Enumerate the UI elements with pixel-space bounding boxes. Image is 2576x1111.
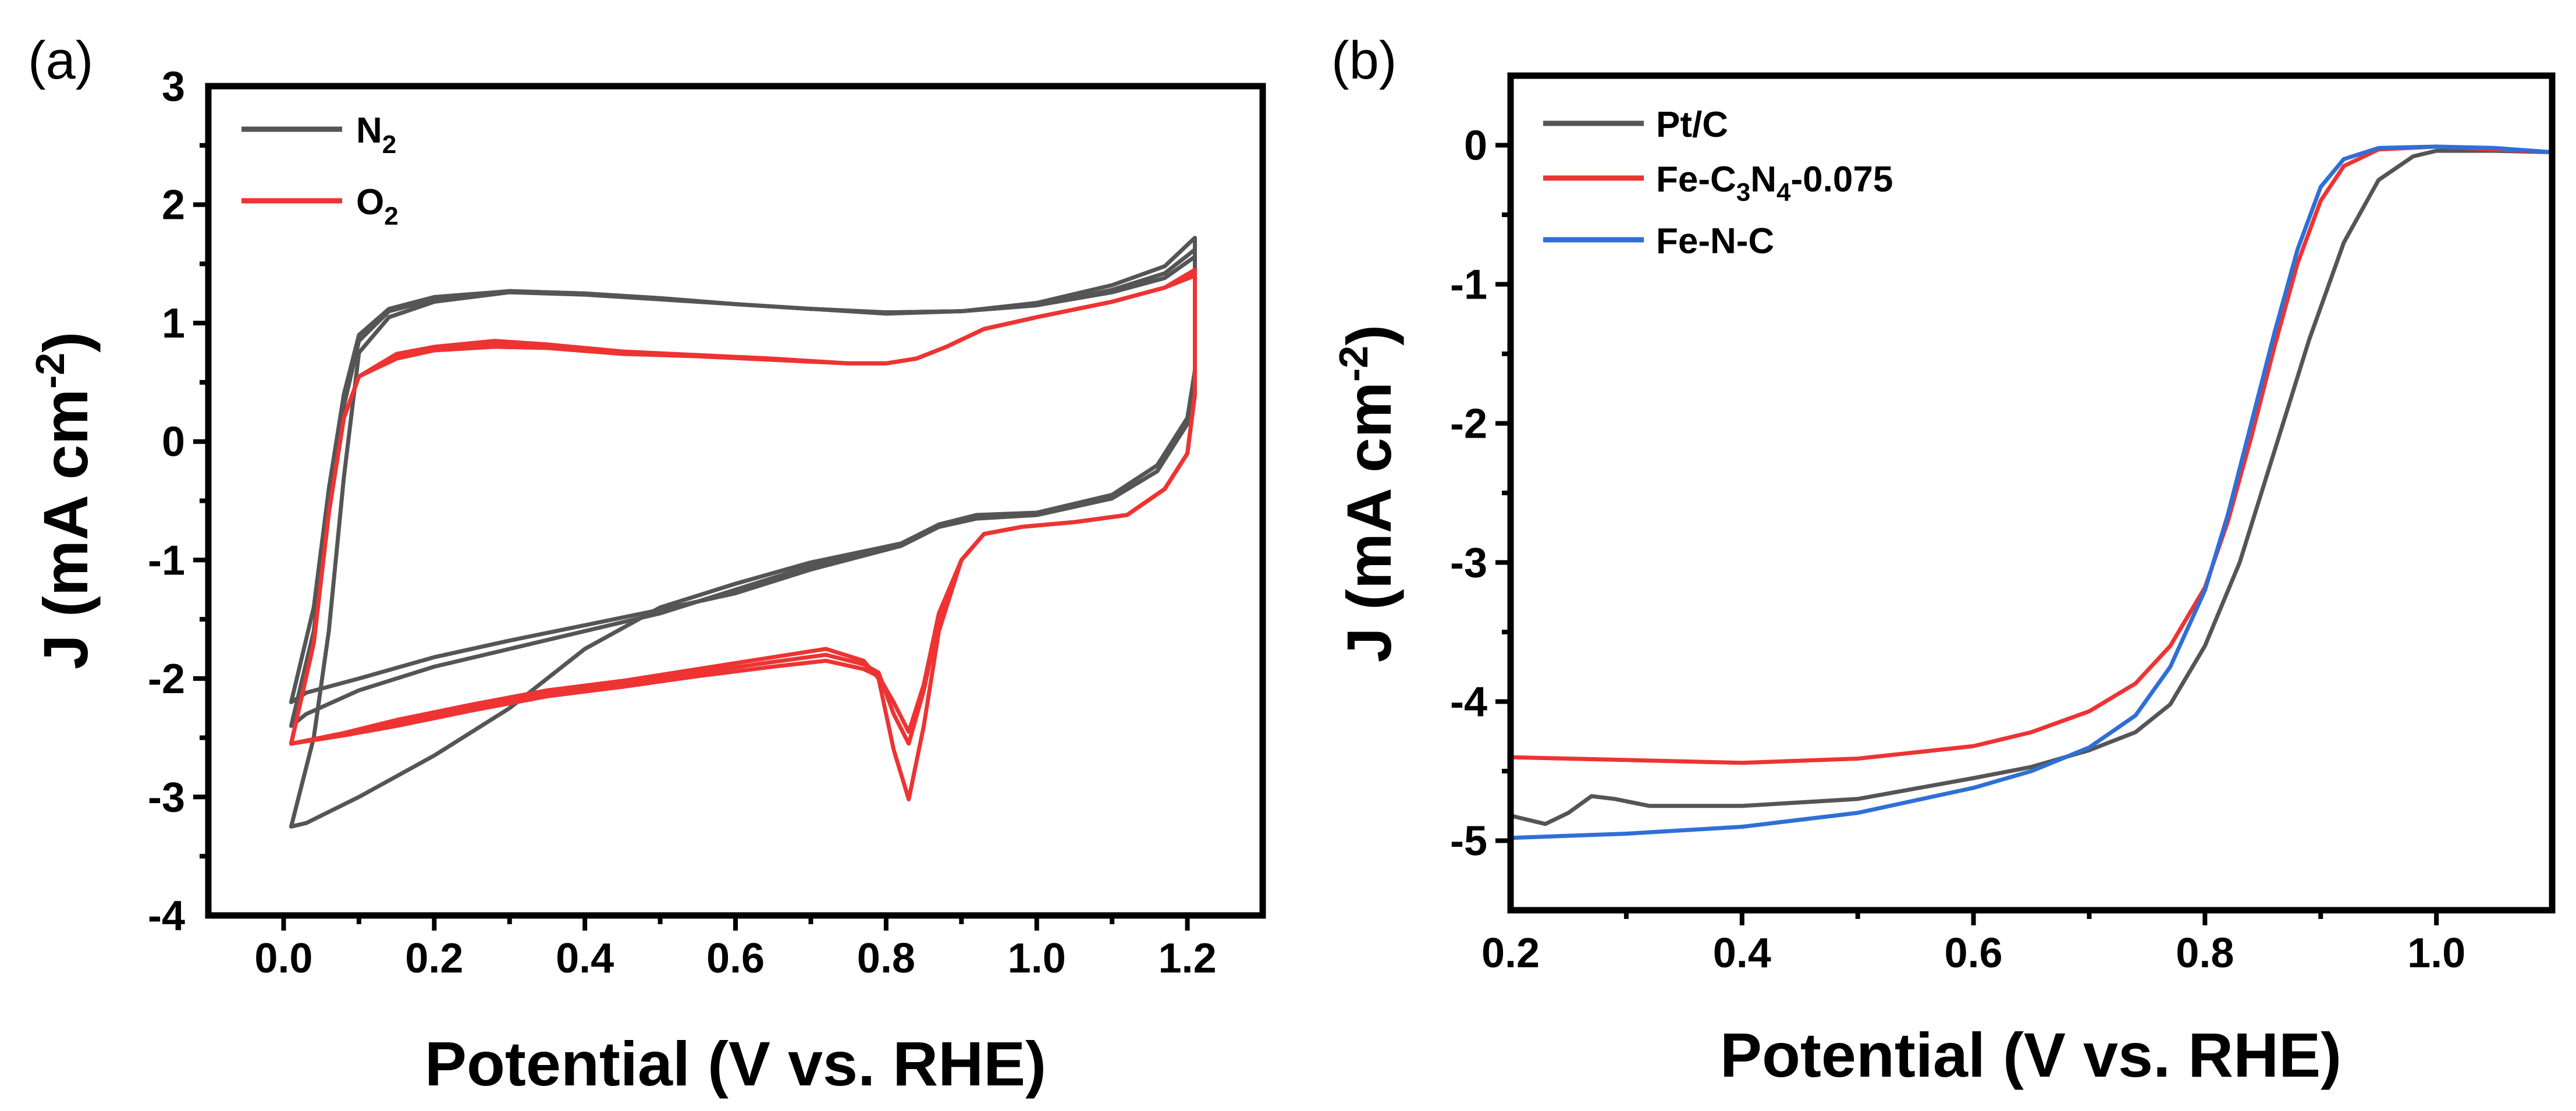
panel-a-x-axis: 0.0 0.2 0.4 0.6 0.8 1.0 1.2 (254, 915, 1217, 982)
legend-label-ptc: Pt/C (1656, 105, 1728, 145)
legend-label-n2: N2 (356, 111, 396, 159)
panel-b-curves (1508, 144, 2554, 840)
a-x-tick-label: 0.4 (556, 935, 614, 982)
a-y-tick-label: -3 (148, 774, 185, 821)
panel-b: (b) 0.2 0.4 0.6 0.8 1.0 -5 -4 -3 -2 -1 0 Potentia… (1331, 31, 2556, 1090)
a-y-tick-label: -1 (148, 537, 185, 584)
series-o2-cycle-3 (289, 274, 1197, 746)
legend-label-fe-c3n4: Fe-C3N4-0.075 (1656, 159, 1893, 207)
panel-a-y-label-main: J (mA cm (30, 389, 101, 669)
panel-a: (a) 0.0 0.2 0.4 0.6 0.8 1.0 1.2 -4 -3 -2 -1 0 1 2 3 P… (27, 31, 1266, 1099)
panel-b-x-axis-label: Potential (V vs. RHE) (1720, 1020, 2342, 1090)
a-y-tick-label: 2 (162, 182, 185, 229)
b-y-tick-label: -2 (1450, 401, 1487, 448)
a-x-tick-label: 1.0 (1008, 935, 1066, 982)
a-y-tick-label: -4 (148, 893, 185, 939)
b-y-tick-label: -4 (1450, 679, 1487, 726)
series-n2-cycle-3 (289, 254, 1197, 705)
panel-a-label: (a) (28, 31, 93, 90)
b-x-tick-label: 0.2 (1481, 930, 1540, 977)
b-y-tick-label: 0 (1464, 123, 1487, 169)
a-x-tick-label: 0.6 (706, 935, 765, 982)
a-x-tick-label: 1.2 (1159, 935, 1217, 982)
a-x-tick-label: 0.2 (405, 935, 463, 982)
panel-a-y-axis-label: J (mA cm-2) (27, 332, 101, 669)
panel-a-x-axis-label: Potential (V vs. RHE) (425, 1028, 1046, 1099)
panel-b-y-axis: -5 -4 -3 -2 -1 0 (1450, 123, 1511, 865)
series-pt-c-line (1508, 148, 2554, 826)
legend-label-fe-n-c: Fe-N-C (1656, 221, 1774, 261)
panel-b-x-axis: 0.2 0.4 0.6 0.8 1.0 (1481, 910, 2465, 977)
a-y-tick-label: 0 (162, 419, 185, 466)
a-y-tick-label: -2 (148, 656, 185, 702)
panel-b-plot-frame (1507, 72, 2556, 914)
panel-a-legend: N2 O2 (241, 111, 399, 230)
series-n2-cycle-2 (289, 247, 1197, 728)
series-n2-cycle-1 (289, 236, 1197, 829)
panel-b-y-label-close: ) (1334, 325, 1404, 346)
a-x-tick-label: 0.0 (254, 935, 312, 982)
a-x-tick-label: 0.8 (857, 935, 915, 982)
panel-b-label: (b) (1331, 31, 1397, 90)
b-x-tick-label: 0.6 (1945, 930, 2003, 977)
panel-a-curves (289, 236, 1197, 829)
a-y-tick-label: 3 (162, 63, 185, 110)
panel-a-y-axis: -4 -3 -2 -1 0 1 2 3 (148, 63, 208, 939)
panel-b-y-axis-label: J (mA cm-2) (1331, 325, 1404, 662)
panel-b-y-label-main: J (mA cm (1334, 382, 1404, 662)
panel-b-legend: Pt/C Fe-C3N4-0.075 Fe-N-C (1543, 105, 1893, 261)
b-y-tick-label: -5 (1450, 818, 1487, 865)
b-x-tick-label: 1.0 (2407, 930, 2465, 977)
a-y-tick-label: 1 (162, 300, 185, 347)
panel-a-y-label-close: ) (30, 332, 101, 353)
legend-label-o2: O2 (356, 182, 399, 230)
panel-a-y-label-sup: -2 (27, 353, 73, 389)
b-y-tick-label: -3 (1450, 540, 1487, 587)
b-x-tick-label: 0.8 (2176, 930, 2234, 977)
series-fe-n-c-line (1508, 144, 2554, 840)
b-y-tick-label: -1 (1450, 262, 1487, 308)
b-x-tick-label: 0.4 (1713, 930, 1771, 977)
panel-b-y-label-sup: -2 (1331, 346, 1376, 382)
